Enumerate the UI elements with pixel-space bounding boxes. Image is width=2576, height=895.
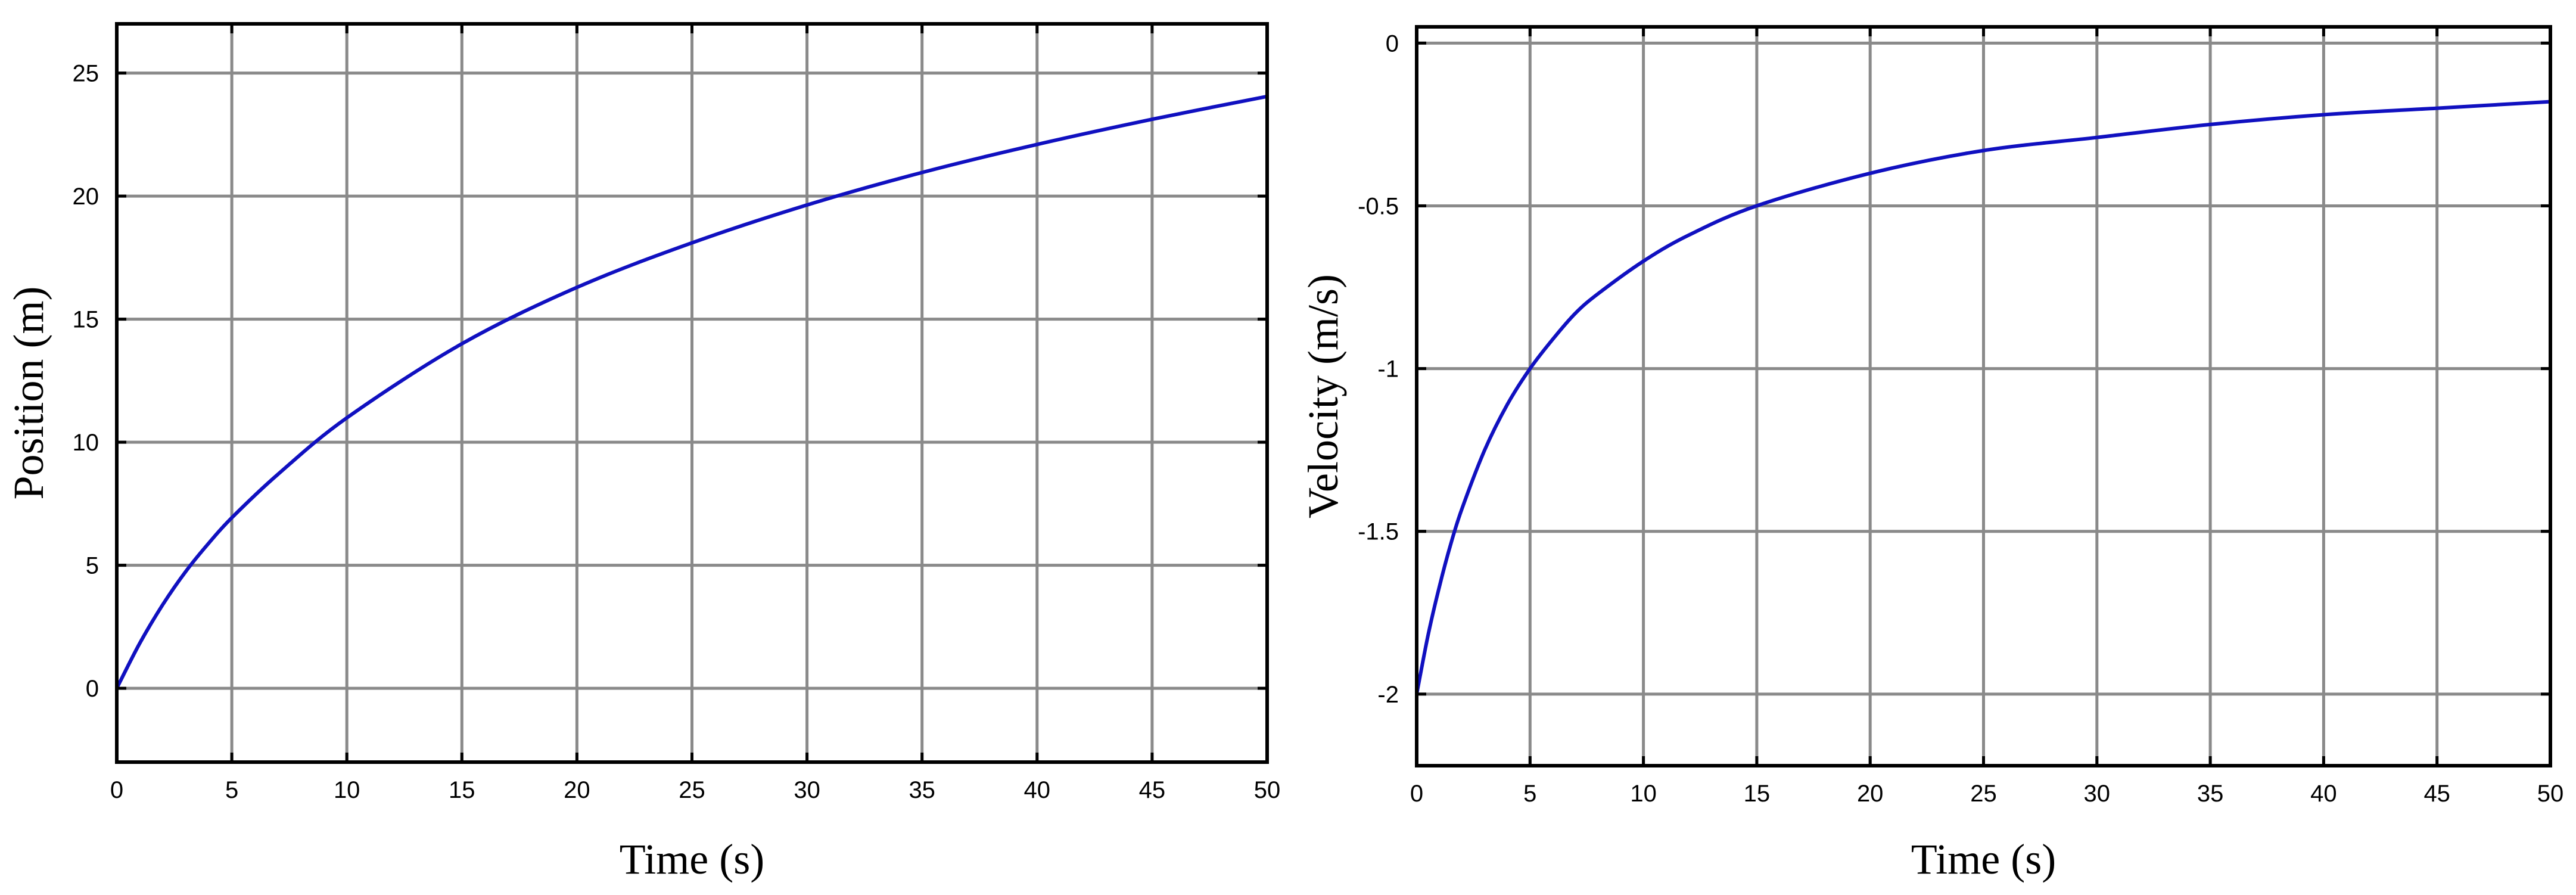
position-x-tick-label: 40 (1024, 777, 1051, 803)
position-series-line (115, 94, 1269, 691)
position-y-tick-label: 10 (73, 430, 99, 456)
position-y-tick-label: 20 (73, 184, 99, 210)
position-y-axis-title: Position (m) (5, 286, 52, 499)
position-y-tick-label: 15 (73, 307, 99, 333)
position-x-tick-label: 45 (1139, 777, 1166, 803)
velocity-y-tick-label: -0.5 (1358, 193, 1399, 219)
velocity-x-tick-label: 40 (2310, 781, 2337, 807)
velocity-y-tick-label: 0 (1386, 30, 1399, 57)
velocity-y-tick-label: -2 (1377, 682, 1399, 708)
position-x-tick-label: 30 (794, 777, 820, 803)
velocity-x-tick-label: 25 (1970, 781, 1997, 807)
velocity-x-tick-label: 0 (1410, 781, 1423, 807)
position-x-tick-label: 10 (334, 777, 360, 803)
position-x-tick-label: 35 (909, 777, 935, 803)
position-x-axis-title: Time (s) (620, 835, 764, 883)
velocity-y-tick-label: -1 (1377, 356, 1399, 383)
position-chart: 0 5 10 15 20 25 30 35 40 45 50 0 5 10 15 20 25 Time (s) Po… (5, 22, 1281, 883)
position-x-tick-label: 5 (225, 777, 238, 803)
position-x-tick-label: 15 (449, 777, 475, 803)
position-y-tick-label: 25 (73, 61, 99, 87)
velocity-x-tick-label: 20 (1857, 781, 1884, 807)
velocity-series-line (1415, 100, 2552, 696)
velocity-x-tick-label: 50 (2537, 781, 2564, 807)
position-y-tick-label: 5 (86, 553, 99, 579)
velocity-x-axis-title: Time (s) (1911, 835, 2056, 883)
velocity-y-axis-title: Velocity (m/s) (1299, 274, 1347, 518)
velocity-x-tick-label: 5 (1523, 781, 1536, 807)
position-y-tick-label: 0 (86, 676, 99, 702)
velocity-x-tick-label: 15 (1744, 781, 1771, 807)
position-x-tick-label: 50 (1254, 777, 1281, 803)
position-x-tick-label: 25 (679, 777, 705, 803)
position-x-tick-label: 0 (110, 777, 123, 803)
velocity-x-tick-label: 10 (1630, 781, 1657, 807)
velocity-x-tick-label: 35 (2197, 781, 2224, 807)
velocity-chart: 0 5 10 15 20 25 30 35 40 45 50 -2 -1.5 -1 -0.5 0 Time (s… (1299, 25, 2564, 883)
velocity-x-tick-label: 45 (2423, 781, 2450, 807)
velocity-y-tick-label: -1.5 (1358, 519, 1399, 545)
velocity-x-tick-label: 30 (2084, 781, 2111, 807)
position-x-tick-label: 20 (564, 777, 590, 803)
